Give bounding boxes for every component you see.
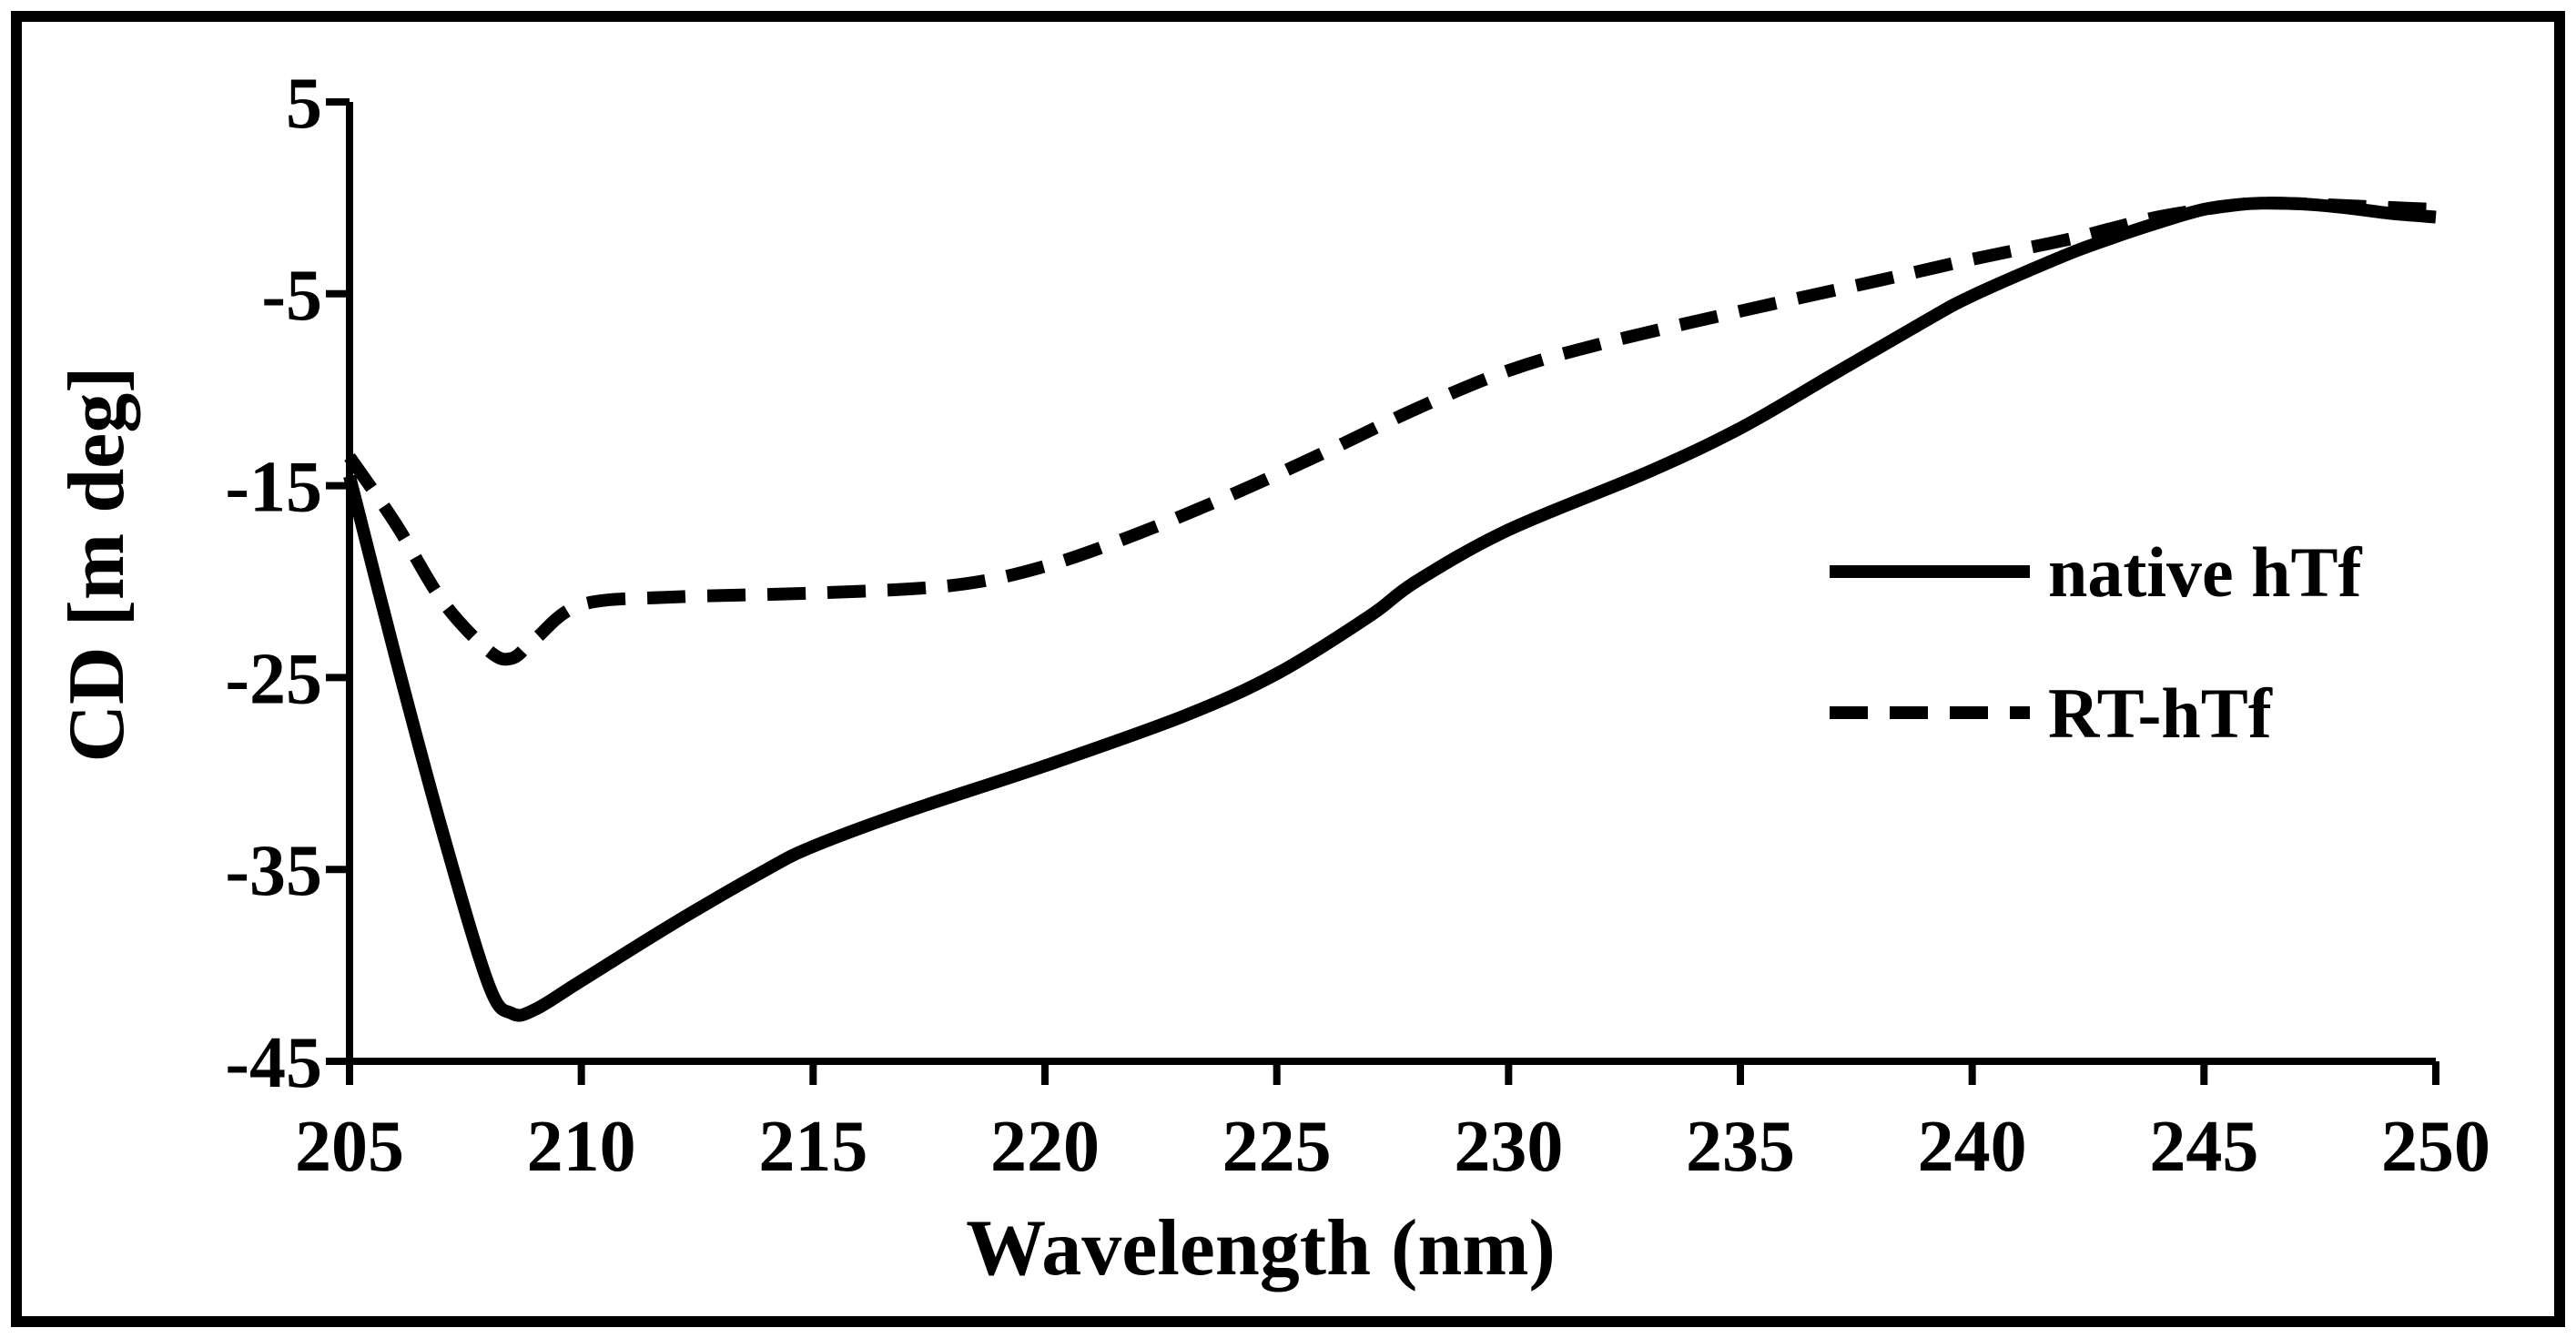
legend-label-rt-htf: RT-hTf	[2048, 674, 2273, 753]
legend: native hTf RT-hTf	[1830, 532, 2363, 753]
x-axis-title: Wavelength (nm)	[966, 1204, 1556, 1292]
x-tick-label: 240	[1918, 1107, 2027, 1187]
x-tick-label: 210	[527, 1107, 636, 1187]
series-line-rt-htf	[344, 197, 2437, 666]
y-tick-label: -5	[261, 256, 322, 336]
y-tick-label: -25	[225, 639, 322, 719]
x-tick-label: 225	[1222, 1107, 1332, 1187]
y-tick-label: -15	[225, 448, 322, 528]
x-tick-label: 245	[2149, 1107, 2258, 1187]
x-tick-label: 250	[2381, 1107, 2490, 1187]
x-tick-label: 205	[295, 1107, 404, 1187]
x-tick-label: 220	[990, 1107, 1100, 1187]
legend-label-native-htf: native hTf	[2048, 532, 2363, 612]
x-tick-label: 230	[1454, 1107, 1563, 1187]
y-tick-label: -45	[225, 1023, 322, 1103]
y-axis-title: CD [m deg]	[53, 366, 141, 762]
y-tick-label: -35	[225, 831, 322, 911]
x-tick-label: 215	[758, 1107, 867, 1187]
x-tick-label: 235	[1686, 1107, 1795, 1187]
y-tick-label: 5	[286, 64, 322, 144]
